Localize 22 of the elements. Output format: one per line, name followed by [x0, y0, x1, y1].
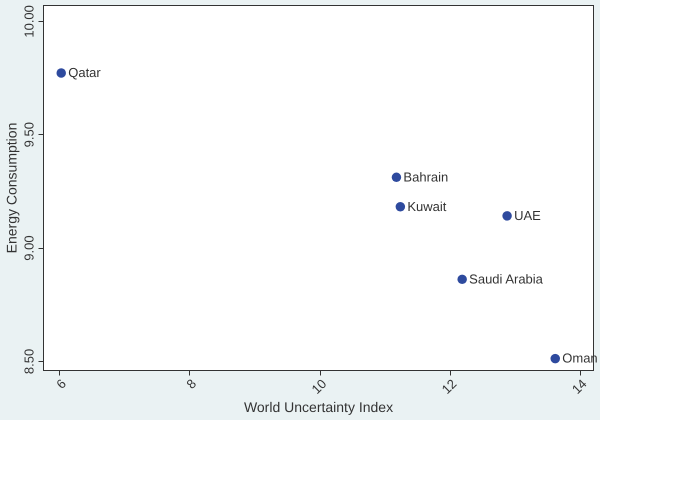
data-label: Kuwait [407, 198, 447, 214]
x-tick-label: 10 [308, 376, 330, 397]
data-label: Saudi Arabia [469, 271, 544, 286]
data-label: Qatar [68, 65, 102, 80]
y-tick-label: 8.50 [22, 348, 36, 374]
y-axis-title: Energy Consumption [4, 122, 20, 254]
y-tick-label: 9.00 [22, 235, 36, 261]
x-axis-title: World Uncertainty Index [244, 398, 394, 415]
x-tick-label: 14 [568, 376, 590, 397]
y-tick-label: 9.50 [22, 122, 36, 148]
x-tick-label: 12 [438, 376, 460, 397]
point [457, 274, 467, 284]
point [550, 354, 560, 364]
point [392, 172, 402, 182]
point [502, 211, 512, 221]
x-tick-label: 8 [183, 376, 200, 392]
data-label: Bahrain [403, 169, 448, 184]
point [56, 68, 66, 78]
y-tick-label: 10.00 [22, 5, 36, 38]
x-tick-label: 6 [53, 376, 69, 392]
data-label: UAE [514, 208, 542, 223]
point [396, 202, 406, 212]
